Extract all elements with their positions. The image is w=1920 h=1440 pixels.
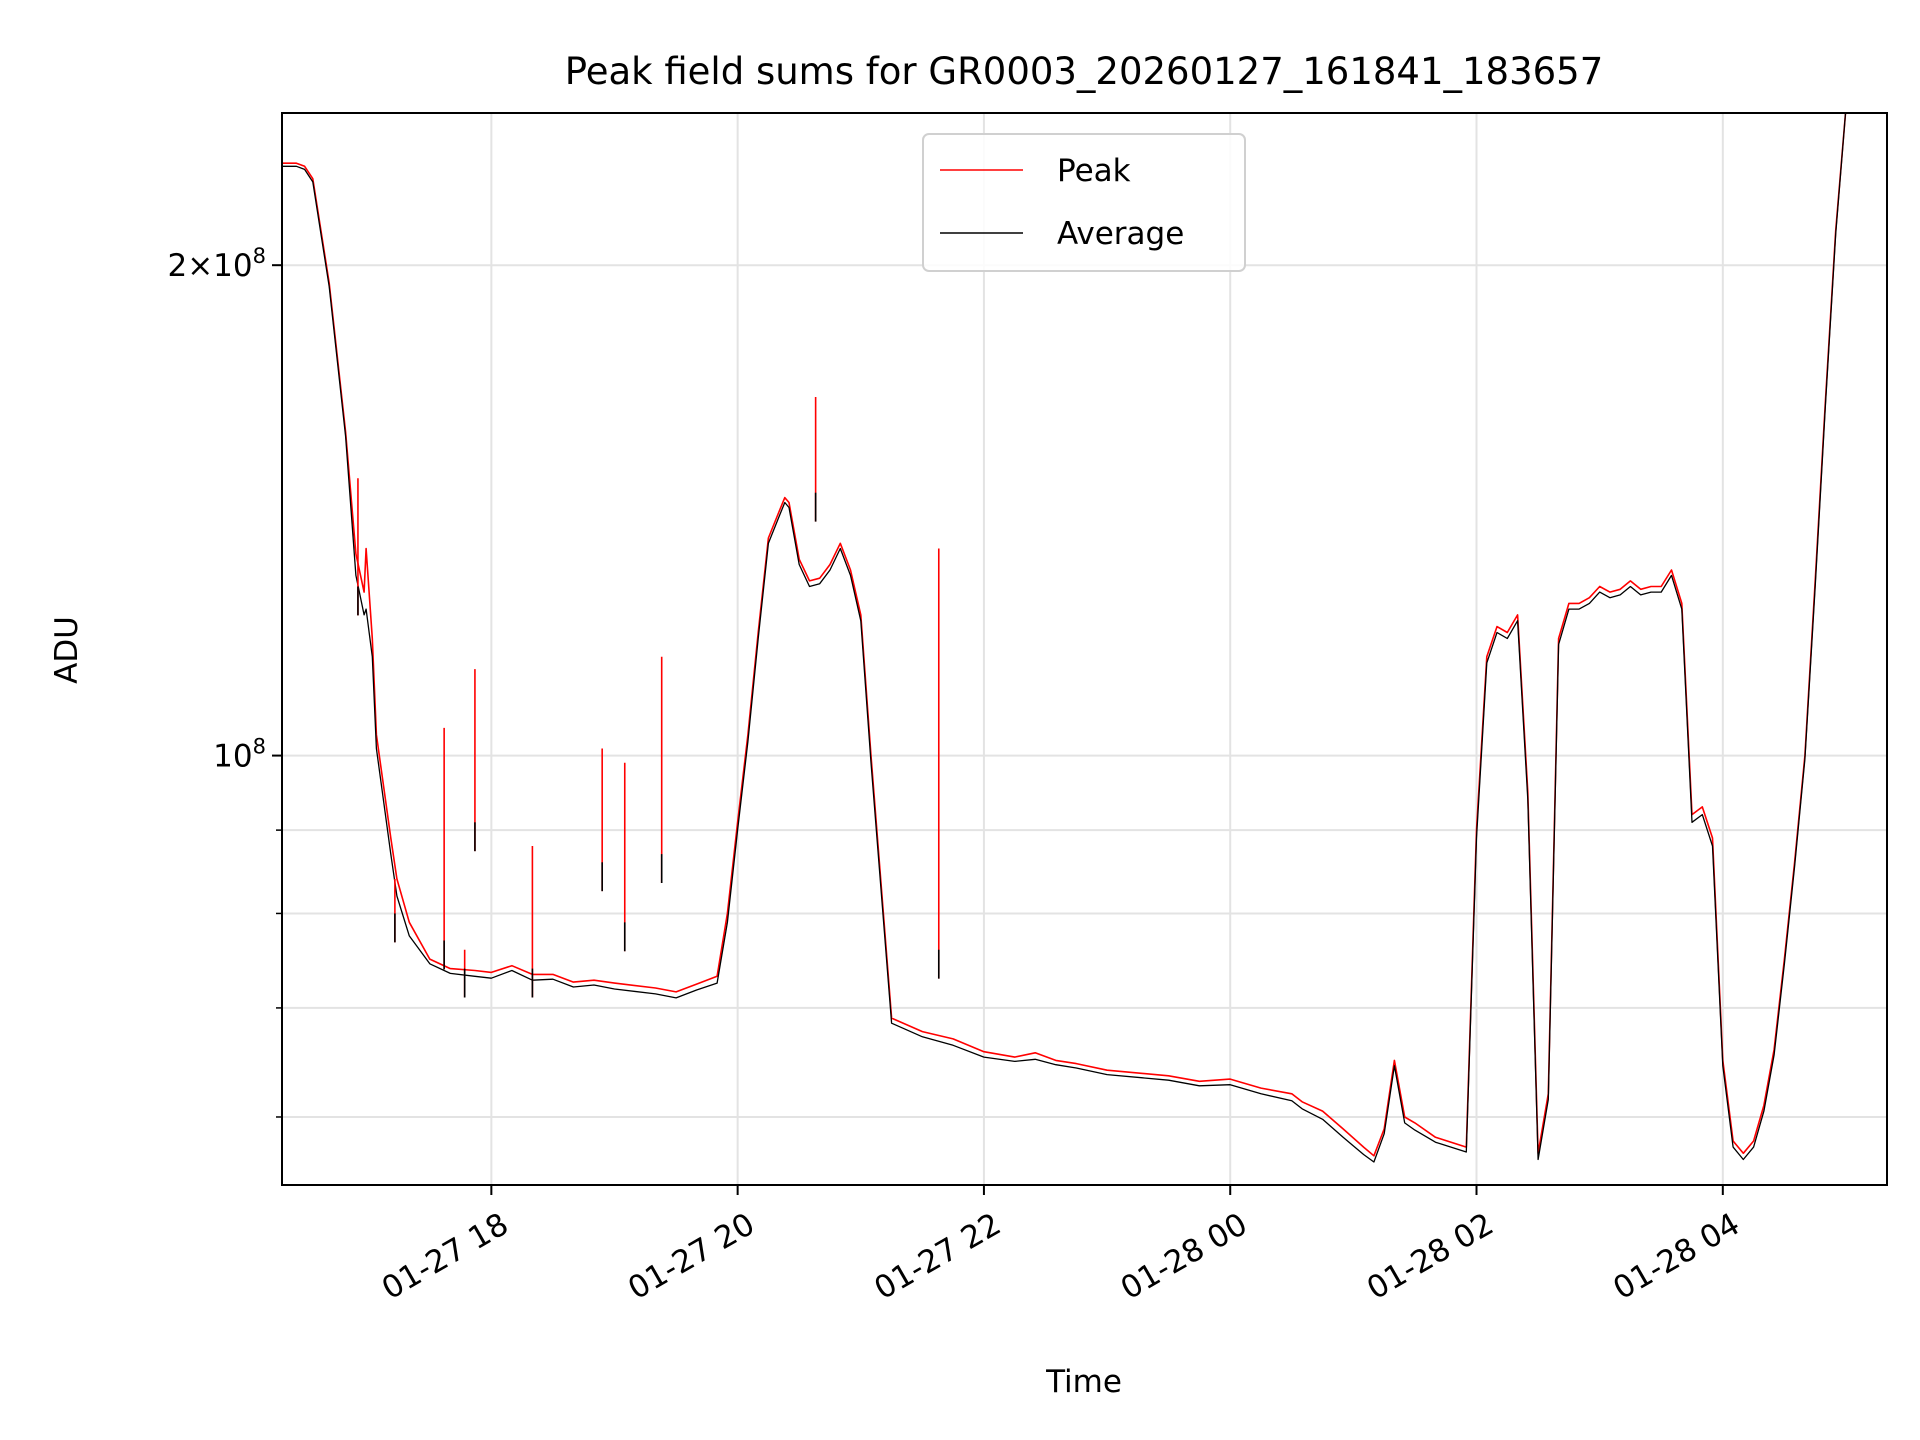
y-tick-label: 108: [213, 735, 266, 775]
axes-frame: [281, 112, 1888, 1186]
legend: Peak Average: [922, 133, 1246, 272]
legend-average-label: Average: [1057, 216, 1184, 252]
y-axis: 108 2×108: [167, 244, 282, 1118]
y-axis-label: ADU: [49, 616, 85, 684]
legend-box: [922, 133, 1246, 272]
peak-series-line: [282, 113, 1847, 1157]
x-axis-label: Time: [1045, 1364, 1122, 1400]
grid: [282, 113, 1887, 1185]
plot-area: [282, 113, 1847, 1163]
average-series-line: [282, 113, 1847, 1163]
chart-title: Peak field sums for GR0003_20260127_1618…: [565, 50, 1604, 93]
y-tick-label: 2×108: [167, 244, 266, 284]
legend-peak-label: Peak: [1057, 153, 1131, 189]
series-layer: [282, 113, 1847, 1163]
